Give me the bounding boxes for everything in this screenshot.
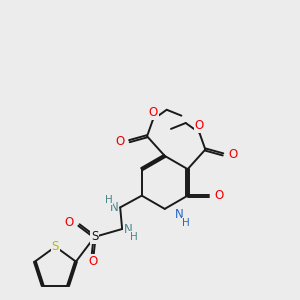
Text: O: O <box>148 106 158 118</box>
Text: N: N <box>175 208 183 221</box>
Text: O: O <box>214 189 224 202</box>
Text: H: H <box>130 232 138 242</box>
Text: H: H <box>104 195 112 205</box>
Text: O: O <box>65 216 74 229</box>
Text: O: O <box>115 135 124 148</box>
Text: S: S <box>52 240 59 253</box>
Text: O: O <box>88 255 97 268</box>
Text: O: O <box>195 119 204 132</box>
Text: N: N <box>124 223 133 236</box>
Text: H: H <box>182 218 190 228</box>
Text: O: O <box>228 148 237 161</box>
Text: N: N <box>110 201 118 214</box>
Text: S: S <box>91 230 98 243</box>
